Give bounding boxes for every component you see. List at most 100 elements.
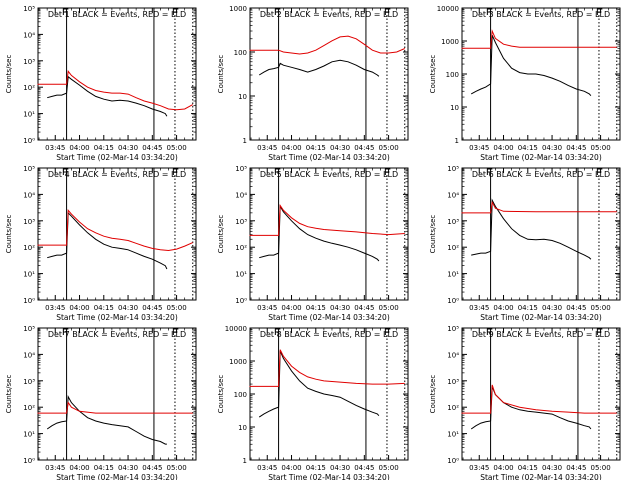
x-tick-label: 04:30 xyxy=(542,304,562,312)
plot-frame xyxy=(37,7,197,141)
x-tick-label: 04:15 xyxy=(94,304,114,312)
x-tick-label: 03:45 xyxy=(469,304,489,312)
x-tick-label: 03:45 xyxy=(45,144,65,152)
x-tick-label: 04:30 xyxy=(118,144,138,152)
x-tick-label: 04:30 xyxy=(542,464,562,472)
plot-frame xyxy=(461,167,621,301)
x-tick-label: 04:00 xyxy=(69,464,89,472)
x-axis-label: Start Time (02-Mar-14 03:34:20) xyxy=(268,153,390,162)
x-tick-label: 04:45 xyxy=(566,464,586,472)
x-tick-label: 03:45 xyxy=(257,144,277,152)
panel-title: Det 8 BLACK = Events, RED = LLD xyxy=(260,330,398,339)
y-axis-label: Counts/sec xyxy=(217,55,225,94)
y-tick-label: 10³ xyxy=(23,58,35,66)
y-tick-label: 100 xyxy=(446,71,459,79)
flag-marker-E xyxy=(384,8,391,15)
x-tick-label: 05:00 xyxy=(166,144,186,152)
y-tick-label: 10¹ xyxy=(23,271,35,279)
x-tick-label: 03:45 xyxy=(469,464,489,472)
panel-title: Det 1 BLACK = Events, RED = LLD xyxy=(48,10,186,19)
y-tick-label: 10000 xyxy=(437,5,459,13)
flag-marker-F xyxy=(486,168,493,175)
y-tick-label: 10³ xyxy=(23,378,35,386)
x-tick-label: 04:30 xyxy=(330,144,350,152)
x-tick-label: 04:30 xyxy=(330,304,350,312)
x-tick-label: 04:15 xyxy=(518,464,538,472)
x-tick-label: 04:15 xyxy=(518,144,538,152)
flag-marker-F xyxy=(62,8,69,15)
y-tick-label: 1000 xyxy=(229,5,247,13)
plot-frame xyxy=(249,327,409,461)
x-tick-label: 04:00 xyxy=(281,144,301,152)
plot-frame xyxy=(249,167,409,301)
x-tick-label: 05:00 xyxy=(166,304,186,312)
y-tick-label: 10³ xyxy=(235,218,247,226)
y-tick-label: 10⁴ xyxy=(23,191,35,199)
y-tick-label: 10⁴ xyxy=(23,351,35,359)
plot-frame xyxy=(37,167,197,301)
y-tick-label: 10² xyxy=(235,244,247,252)
x-tick-label: 04:00 xyxy=(281,464,301,472)
y-tick-label: 10 xyxy=(238,93,247,101)
flag-marker-F xyxy=(274,8,281,15)
flag-marker-E xyxy=(596,328,603,335)
x-tick-label: 04:15 xyxy=(306,144,326,152)
x-tick-label: 04:00 xyxy=(493,304,513,312)
y-tick-label: 10⁰ xyxy=(447,457,459,465)
y-tick-label: 10³ xyxy=(23,218,35,226)
x-tick-label: 04:45 xyxy=(354,304,374,312)
panel-title: Det 6 BLACK = Events, RED = LLD xyxy=(472,170,610,179)
y-tick-label: 10⁵ xyxy=(447,165,459,173)
events-series-line xyxy=(258,350,380,418)
events-series-line xyxy=(258,59,380,77)
y-tick-label: 10¹ xyxy=(235,271,247,279)
x-tick-label: 04:15 xyxy=(94,144,114,152)
x-tick-label: 04:45 xyxy=(142,464,162,472)
y-tick-label: 10 xyxy=(238,424,247,432)
y-tick-label: 10⁵ xyxy=(23,325,35,333)
x-tick-label: 04:45 xyxy=(142,304,162,312)
y-tick-label: 1 xyxy=(243,457,247,465)
y-tick-label: 10⁴ xyxy=(23,31,35,39)
x-tick-label: 04:00 xyxy=(493,464,513,472)
lld-series-line xyxy=(249,35,405,55)
x-axis-label: Start Time (02-Mar-14 03:34:20) xyxy=(268,313,390,322)
y-tick-label: 10⁴ xyxy=(447,191,459,199)
y-tick-label: 10² xyxy=(447,244,459,252)
x-tick-label: 04:45 xyxy=(566,304,586,312)
x-tick-label: 03:45 xyxy=(257,464,277,472)
y-tick-label: 10² xyxy=(23,244,35,252)
x-tick-label: 04:45 xyxy=(566,144,586,152)
x-tick-label: 04:15 xyxy=(306,464,326,472)
y-tick-label: 10000 xyxy=(225,325,247,333)
x-tick-label: 04:00 xyxy=(69,144,89,152)
lld-series-line xyxy=(37,401,193,414)
x-tick-label: 05:00 xyxy=(378,464,398,472)
lld-series-line xyxy=(461,384,617,414)
x-tick-label: 04:00 xyxy=(69,304,89,312)
y-axis-label: Counts/sec xyxy=(217,375,225,414)
y-tick-label: 10¹ xyxy=(447,271,459,279)
x-tick-label: 03:45 xyxy=(45,304,65,312)
flag-marker-E xyxy=(384,328,391,335)
x-tick-label: 05:00 xyxy=(378,304,398,312)
panel-title: Det 2 BLACK = Events, RED = LLD xyxy=(260,10,398,19)
events-series-line xyxy=(47,75,168,117)
flag-marker-F xyxy=(486,328,493,335)
panel-title: Det 9 BLACK = Events, RED = LLD xyxy=(472,330,610,339)
lld-series-line xyxy=(461,200,617,214)
x-tick-label: 04:30 xyxy=(118,464,138,472)
plot-frame xyxy=(249,7,409,141)
panel-title: Det 3 BLACK = Events, RED = LLD xyxy=(472,10,610,19)
y-tick-label: 10³ xyxy=(447,378,459,386)
events-series-line xyxy=(47,211,168,270)
x-axis-label: Start Time (02-Mar-14 03:34:20) xyxy=(480,313,602,322)
y-axis-label: Counts/sec xyxy=(217,215,225,254)
x-tick-label: 05:00 xyxy=(378,144,398,152)
x-tick-label: 04:00 xyxy=(493,144,513,152)
flag-marker-F xyxy=(274,328,281,335)
lld-series-line xyxy=(249,203,405,236)
x-axis-label: Start Time (02-Mar-14 03:34:20) xyxy=(480,473,602,480)
flag-marker-E xyxy=(596,8,603,15)
y-tick-label: 10⁵ xyxy=(23,5,35,13)
